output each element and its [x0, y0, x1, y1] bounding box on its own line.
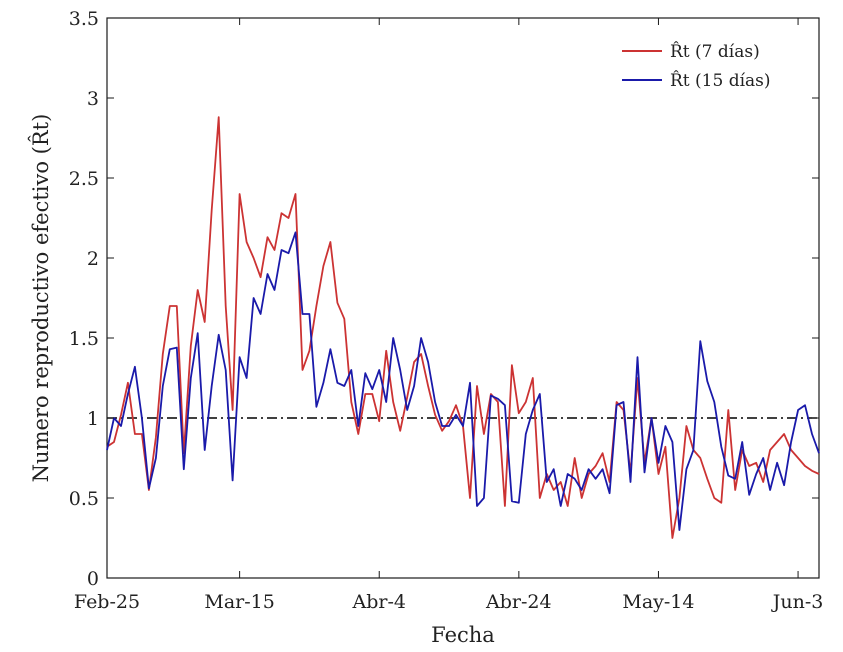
legend-label-7-dias: R̂t (7 días) — [670, 42, 760, 62]
x-axis-title: Fecha — [431, 623, 495, 647]
series-layer — [106, 116, 820, 539]
y-tick-label: 0.5 — [69, 488, 99, 510]
y-tick-label: 3.5 — [69, 8, 99, 30]
legend: R̂t (7 días) R̂t (15 días) — [612, 32, 808, 94]
series-line-1 — [106, 231, 820, 531]
axis-layer: 0 0.5 1 1.5 2 2.5 3 3.5 Feb-25 Mar-15 Abr-4 Abr-24 M… — [69, 8, 824, 613]
y-axis-title: Numero reproductivo efectivo (R̂t) — [29, 114, 53, 483]
x-tick-label: Abr-4 — [351, 591, 405, 613]
x-tick-label: Feb-25 — [74, 591, 140, 613]
x-tick-label: May-14 — [622, 591, 694, 613]
legend-label-15-dias: R̂t (15 días) — [670, 71, 771, 91]
y-tick-label: 1.5 — [69, 328, 99, 350]
legend-box — [612, 32, 808, 94]
y-tick-label: 2.5 — [69, 168, 99, 190]
y-tick-label: 3 — [87, 88, 99, 110]
y-tick-label: 0 — [87, 568, 99, 590]
y-tick-label: 2 — [87, 248, 99, 270]
x-tick-label: Abr-24 — [485, 591, 552, 613]
x-tick-label: Jun-3 — [771, 591, 824, 613]
y-tick-label: 1 — [87, 408, 99, 430]
x-tick-label: Mar-15 — [204, 591, 274, 613]
